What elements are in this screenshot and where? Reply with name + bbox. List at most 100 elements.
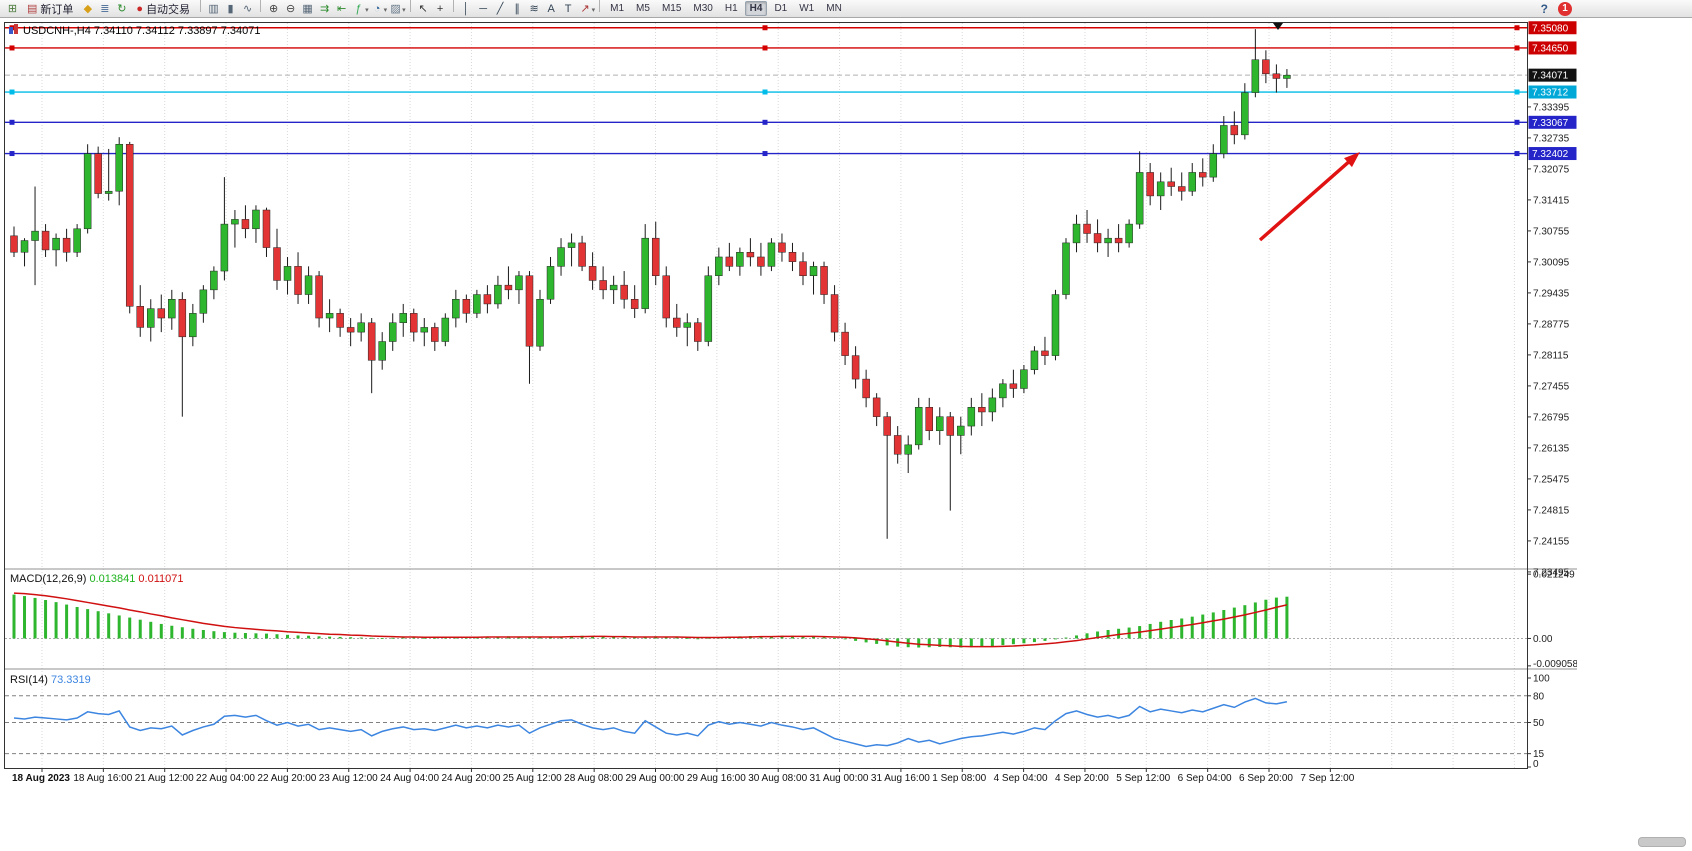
toolbar-separator [452,0,454,12]
timeframe-m15[interactable]: M15 [661,3,682,14]
templates-icon[interactable]: ▨ [390,3,401,15]
label-icon[interactable]: T [564,3,572,15]
candle-body [809,266,818,277]
candle-body [1251,59,1260,93]
level-handle[interactable] [762,45,768,51]
market-watch-icon[interactable]: ≣ [100,3,110,15]
level-handle[interactable] [762,89,768,95]
chart-canvas[interactable]: 7.33395 7.32735 7.32075 7.31415 7.30755 7.300… [4,18,1578,788]
macd-bar [1075,635,1079,639]
candle-body [210,270,218,291]
new-order-button[interactable]: ▤ 新订单 [21,0,79,18]
candle-body [1125,223,1133,244]
level-handle[interactable] [1514,119,1520,125]
chart-window: 7.33395 7.32735 7.32075 7.31415 7.30755 7.300… [4,18,1578,788]
macd-bar [790,635,794,639]
macd-bar [990,638,994,647]
line-chart-type-icon[interactable]: ∿ [242,3,253,15]
candle-body [567,242,576,248]
candle-body [967,407,976,427]
text-icon[interactable]: A [547,3,555,15]
rsi-axis-label: 15 [1533,749,1545,760]
candle-body [94,153,102,194]
timeframe-m30[interactable]: M30 [693,3,713,14]
periods-icon[interactable]: ◔ [373,3,381,15]
help-icon[interactable]: ? [1540,2,1548,16]
level-handle[interactable] [1514,151,1520,157]
vertical-line-icon[interactable]: │ [462,3,470,15]
price-axis-label: 7.24815 [1533,505,1570,516]
templates-icon-dropdown[interactable]: ▾ [402,7,406,14]
macd-bar [1222,610,1226,639]
macd-bar [307,635,311,639]
price-axis-label: 7.31415 [1533,195,1570,206]
price-axis-label: 7.24155 [1533,536,1570,547]
macd-bar [1243,605,1247,639]
macd-bar [380,638,384,639]
arrows-icon[interactable]: ↗ [580,3,590,15]
level-handle[interactable] [762,25,768,31]
periods-icon-dropdown[interactable]: ▾ [383,7,388,14]
level-handle[interactable] [762,119,768,125]
level-handle[interactable] [1514,89,1520,95]
candle-body [599,280,607,291]
macd-bar [948,638,952,648]
level-handle[interactable] [762,151,768,157]
candle-body [273,247,281,281]
zoom-in-icon[interactable]: ⊕ [268,3,279,15]
trendline-icon[interactable]: ╱ [496,3,504,15]
macd-bar [1032,638,1036,643]
macd-bar [44,600,48,639]
tile-windows-icon[interactable]: ▦ [302,3,313,15]
candles-chart-type-icon[interactable]: ▮ [227,3,234,15]
timeframe-m5[interactable]: M5 [636,3,650,14]
candle-body [294,266,302,295]
timeframe-w1[interactable]: W1 [799,3,815,14]
indicators-icon[interactable]: ƒ [355,3,362,15]
macd-bar [812,636,816,639]
horizontal-scrollbar-thumb[interactable] [1638,837,1686,847]
candle-body [1177,186,1186,192]
timeframe-d1[interactable]: D1 [774,3,788,14]
fibonacci-icon[interactable]: ≋ [529,3,539,15]
macd-bar [1159,621,1163,639]
timeframe-m1[interactable]: M1 [610,3,625,14]
macd-bar [12,594,16,639]
zoom-out-icon[interactable]: ⊖ [285,3,296,15]
refresh-icon[interactable]: ↻ [117,3,127,15]
chart-shift-icon[interactable]: ⇤ [336,3,347,15]
level-handle[interactable] [9,89,15,95]
cursor-icon[interactable]: ↖ [418,3,428,15]
timeframe-h4[interactable]: H4 [744,1,768,16]
timeframe-h1[interactable]: H1 [724,3,738,14]
level-handle[interactable] [9,119,15,125]
candle-body [673,317,681,328]
level-handle[interactable] [9,151,15,157]
indicators-icon-dropdown[interactable]: ▾ [365,7,369,14]
level-handle[interactable] [1514,25,1520,31]
level-handle[interactable] [9,45,15,51]
level-handle[interactable] [1514,45,1520,51]
candle-body [483,294,492,305]
crosshair-icon[interactable]: + [436,3,444,15]
bars-chart-type-icon[interactable]: ▥ [208,3,219,15]
arrows-icon-dropdown[interactable]: ▾ [591,7,596,14]
candle-body [367,322,376,361]
autotrading-button[interactable]: ● 自动交易 [130,0,196,18]
candle-body [893,435,902,455]
timeframe-mn[interactable]: MN [826,3,842,14]
macd-bar [959,638,963,648]
candle-body [704,275,713,342]
macd-bar [96,611,100,639]
horizontal-line-icon[interactable]: ─ [479,3,487,15]
auto-scroll-icon[interactable]: ⇉ [319,3,330,15]
macd-bar [843,638,847,640]
new-chart-icon[interactable]: ⊞ [7,3,18,15]
price-badge [1528,41,1577,55]
trend-arrow-shaft[interactable] [1258,156,1355,242]
notification-badge[interactable]: 1 [1558,2,1572,16]
channel-icon[interactable]: ∥ [514,3,520,15]
candle-body [578,242,586,267]
trend-arrow-head[interactable] [1344,152,1360,168]
profiles-icon[interactable]: ◆ [83,3,93,15]
